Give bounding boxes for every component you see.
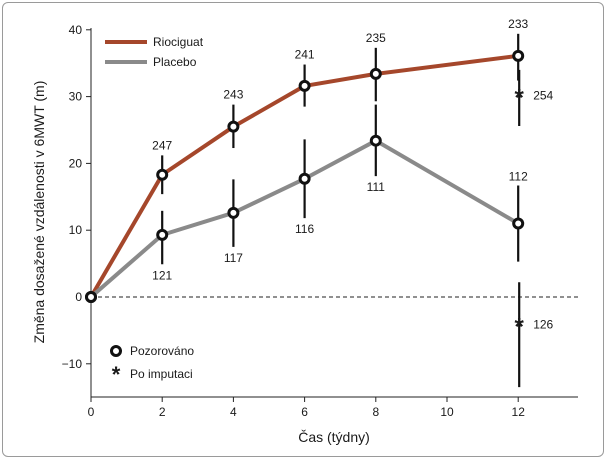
observed-point (512, 49, 525, 62)
data-markers: ** (85, 49, 525, 340)
error-bars (161, 33, 521, 388)
observed-point (227, 120, 240, 133)
n-label: 111 (367, 180, 386, 194)
n-label: 121 (152, 268, 172, 282)
n-label: 241 (295, 48, 315, 62)
marker-legend-observed: Pozorováno (130, 344, 194, 358)
observed-point (156, 168, 169, 181)
x-tick-label: 8 (372, 405, 379, 419)
x-tick-label: 0 (88, 405, 95, 419)
sample-size-labels: 247 243 241 235 233 254 121 117 116 111 112 126 (152, 17, 553, 332)
series-line-placebo (89, 138, 520, 299)
n-label: 235 (366, 31, 386, 45)
y-tick-label: −10 (62, 357, 83, 371)
n-label: 117 (224, 251, 243, 265)
n-label: 126 (533, 317, 553, 331)
series-line-riociguat (89, 53, 519, 299)
observed-point (369, 67, 382, 80)
x-tick-label: 10 (440, 405, 454, 419)
n-label: 116 (295, 222, 314, 236)
legend-label-riociguat: Riociguat (153, 35, 204, 49)
observed-point (85, 291, 97, 303)
n-label: 112 (509, 169, 528, 183)
series-lines (89, 53, 520, 299)
imputed-point: * (515, 84, 525, 111)
y-tick-label: 20 (69, 156, 83, 170)
y-tick-label: 10 (69, 223, 83, 237)
x-axis-title: Čas (týdny) (298, 429, 370, 445)
marker-legend: Pozorováno * Po imputaci (110, 344, 194, 387)
x-tick-label: 6 (301, 405, 308, 419)
marker-legend-imputed: Po imputaci (130, 367, 193, 381)
observed-point (298, 172, 311, 185)
x-tick-label: 12 (512, 405, 526, 419)
observed-point (156, 228, 169, 241)
legend: Riociguat Placebo (105, 35, 204, 69)
observed-point (369, 134, 382, 147)
imputed-asterisk-icon: * (112, 362, 121, 387)
legend-label-placebo: Placebo (153, 55, 197, 69)
y-tick-label: 40 (69, 23, 83, 37)
n-label: 233 (508, 17, 528, 31)
n-label: 243 (223, 88, 243, 102)
observed-marker-icon (110, 345, 122, 357)
observed-point (227, 206, 240, 219)
chart-frame (2, 2, 604, 457)
n-label: 247 (152, 138, 172, 152)
n-label: 254 (533, 88, 553, 102)
observed-point (512, 217, 525, 230)
observed-point (298, 79, 311, 92)
x-tick-label: 2 (159, 405, 166, 419)
imputed-point: * (515, 313, 525, 340)
y-tick-label: 0 (75, 290, 82, 304)
y-tick-label: 30 (69, 90, 83, 104)
x-tick-label: 4 (230, 405, 237, 419)
axes: −10 0 10 20 30 40 0 2 4 6 8 10 12 (62, 23, 578, 419)
y-axis-title: Změna dosažené vzdálenosti v 6MWT (m) (31, 81, 47, 344)
